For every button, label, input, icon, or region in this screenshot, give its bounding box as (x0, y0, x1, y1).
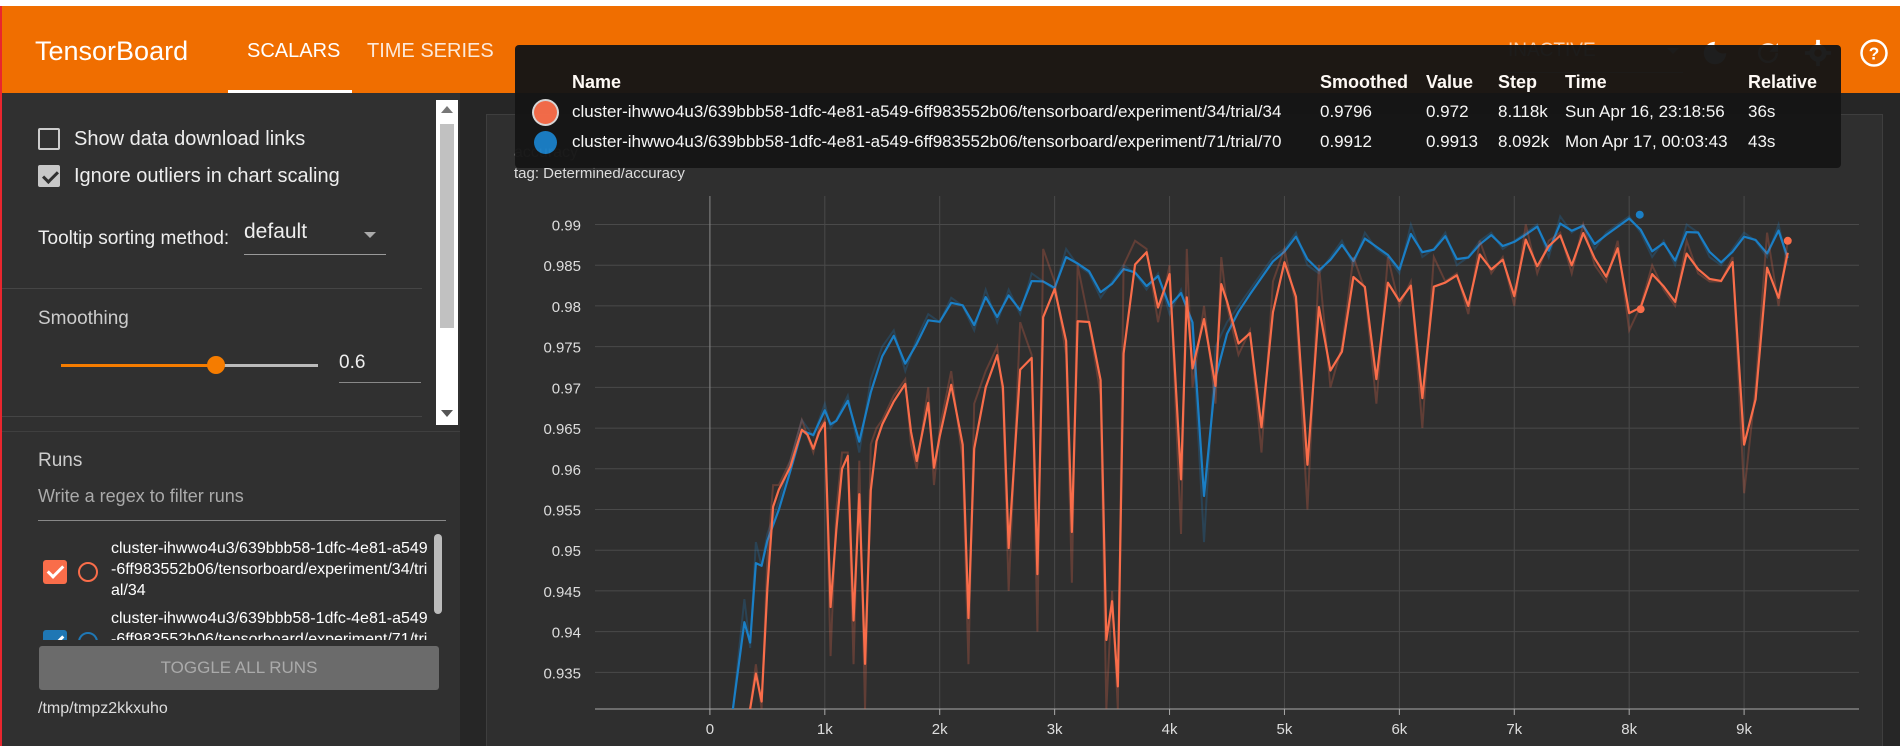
settings-divider (2, 288, 422, 289)
tooltip-series-dot (534, 101, 557, 124)
ignore-outliers-label: Ignore outliers in chart scaling (74, 164, 340, 187)
tooltip-sorting-select[interactable]: default (244, 220, 386, 255)
run-list-scrollbar[interactable] (434, 534, 442, 614)
x-tick-label: 9k (1736, 721, 1752, 738)
tooltip-header-value: Value (1426, 72, 1474, 92)
tooltip-sorting-value: default (244, 220, 308, 243)
tooltip-series-dot (534, 131, 557, 154)
run-color-icon[interactable] (78, 632, 98, 640)
card-tag: tag: Determined/accuracy (514, 165, 685, 182)
list-item[interactable]: cluster-ihwwo4u3/639bbb58-1dfc-4e81-a549… (38, 534, 436, 604)
runs-section-title: Runs (38, 450, 83, 471)
run-checkbox[interactable] (43, 630, 67, 640)
smoothing-slider-thumb[interactable] (207, 356, 225, 374)
tab-time-series[interactable]: TIME SERIES (367, 40, 494, 62)
chart-tooltip: Name Smoothed Value Step Time Relative c… (515, 45, 1841, 168)
tab-scalars[interactable]: SCALARS (247, 40, 341, 62)
window-edge (0, 746, 1900, 752)
chevron-down-icon (364, 232, 376, 238)
tooltip-run-name: cluster-ihwwo4u3/639bbb58-1dfc-4e81-a549… (572, 132, 1282, 151)
x-tick-label: 6k (1391, 721, 1407, 738)
tooltip-header-name: Name (572, 72, 622, 92)
smoothing-label: Smoothing (38, 308, 129, 329)
window-edge (0, 0, 2, 752)
settings-scrollbar[interactable] (436, 100, 458, 425)
list-item[interactable]: cluster-ihwwo4u3/639bbb58-1dfc-4e81-a549… (38, 604, 436, 640)
run-name: cluster-ihwwo4u3/639bbb58-1dfc-4e81-a549… (111, 610, 428, 640)
tooltip-smoothed: 0.9796 (1320, 102, 1372, 121)
settings-divider (2, 416, 422, 417)
scalar-card (486, 114, 1883, 752)
runs-filter-input[interactable]: Write a regex to filter runs (38, 486, 446, 521)
toggle-all-runs-button[interactable]: TOGGLE ALL RUNS (39, 646, 439, 690)
x-tick-label: 4k (1162, 721, 1178, 738)
series-line (731, 217, 1789, 709)
smoothing-input[interactable]: 0.6 (339, 352, 421, 383)
y-tick-label: 0.97 (552, 380, 581, 397)
smoothing-slider-track[interactable] (216, 364, 318, 367)
tooltip-value: 0.972 (1426, 102, 1469, 121)
hover-point-marker (1636, 305, 1645, 314)
y-tick-label: 0.98 (552, 299, 581, 316)
y-tick-label: 0.96 (552, 462, 581, 479)
y-tick-label: 0.935 (543, 665, 581, 682)
tooltip-relative: 36s (1748, 102, 1776, 121)
checkbox-unchecked[interactable] (38, 128, 60, 150)
y-tick-label: 0.985 (543, 258, 581, 275)
brand-title: TensorBoard (35, 36, 189, 66)
svg-text:?: ? (1869, 43, 1880, 63)
y-tick-label: 0.94 (552, 625, 581, 642)
series-raw-line (731, 214, 1789, 709)
y-tick-label: 0.975 (543, 340, 581, 357)
accuracy-chart[interactable]: 0.935 0.94 0.945 0.95 0.955 0.96 0.965 0.97 0.97… (486, 114, 1881, 752)
log-directory: /tmp/tmpz2kkxuho (38, 700, 168, 717)
checkbox-checked[interactable] (38, 165, 60, 187)
tooltip-sorting-label: Tooltip sorting method: (38, 228, 230, 249)
series-end-marker (1783, 236, 1792, 245)
y-tick-label: 0.95 (552, 543, 581, 560)
tooltip-header-relative: Relative (1748, 72, 1818, 92)
x-tick-label: 1k (817, 721, 833, 738)
y-tick-label: 0.955 (543, 503, 581, 520)
y-tick-label: 0.965 (543, 421, 581, 438)
series-raw-line (749, 220, 1789, 709)
tooltip-run-name: cluster-ihwwo4u3/639bbb58-1dfc-4e81-a549… (572, 102, 1282, 121)
x-tick-label: 8k (1621, 721, 1637, 738)
x-tick-label: 0 (706, 721, 714, 738)
x-tick-label: 3k (1047, 721, 1063, 738)
tooltip-header-smoothed: Smoothed (1320, 72, 1408, 92)
tooltip-header-time: Time (1565, 72, 1607, 92)
scrollbar-thumb[interactable] (440, 124, 454, 328)
tooltip-value: 0.9913 (1426, 132, 1478, 151)
tooltip-step: 8.092k (1498, 132, 1550, 151)
hover-point-marker (1635, 210, 1644, 219)
scroll-down-icon[interactable] (441, 410, 453, 417)
tooltip-time: Sun Apr 16, 23:18:56 (1565, 102, 1725, 121)
tooltip-smoothed: 0.9912 (1320, 132, 1372, 151)
x-tick-label: 5k (1277, 721, 1293, 738)
tooltip-relative: 43s (1748, 132, 1776, 151)
run-checkbox[interactable] (43, 560, 67, 584)
section-divider (2, 431, 460, 432)
run-name: cluster-ihwwo4u3/639bbb58-1dfc-4e81-a549… (111, 540, 428, 599)
y-tick-label: 0.945 (543, 584, 581, 601)
show-download-links-checkbox[interactable]: Show data download links (38, 126, 305, 152)
tooltip-header-step: Step (1498, 72, 1538, 92)
tooltip-step: 8.118k (1498, 102, 1548, 121)
x-tick-label: 7k (1506, 721, 1522, 738)
x-tick-label: 2k (932, 721, 948, 738)
run-list: cluster-ihwwo4u3/639bbb58-1dfc-4e81-a549… (38, 534, 436, 640)
scroll-up-icon[interactable] (441, 106, 453, 113)
tooltip-time: Mon Apr 17, 00:03:43 (1565, 132, 1728, 151)
active-tab-indicator (228, 90, 352, 93)
smoothing-slider-filled[interactable] (61, 364, 216, 367)
series-line (749, 231, 1789, 709)
help-icon[interactable]: ? (1859, 38, 1889, 68)
run-color-icon[interactable] (78, 562, 98, 582)
ignore-outliers-checkbox[interactable]: Ignore outliers in chart scaling (38, 163, 340, 189)
window-edge (0, 0, 1900, 6)
show-download-links-label: Show data download links (74, 127, 306, 150)
y-tick-label: 0.99 (552, 218, 581, 235)
